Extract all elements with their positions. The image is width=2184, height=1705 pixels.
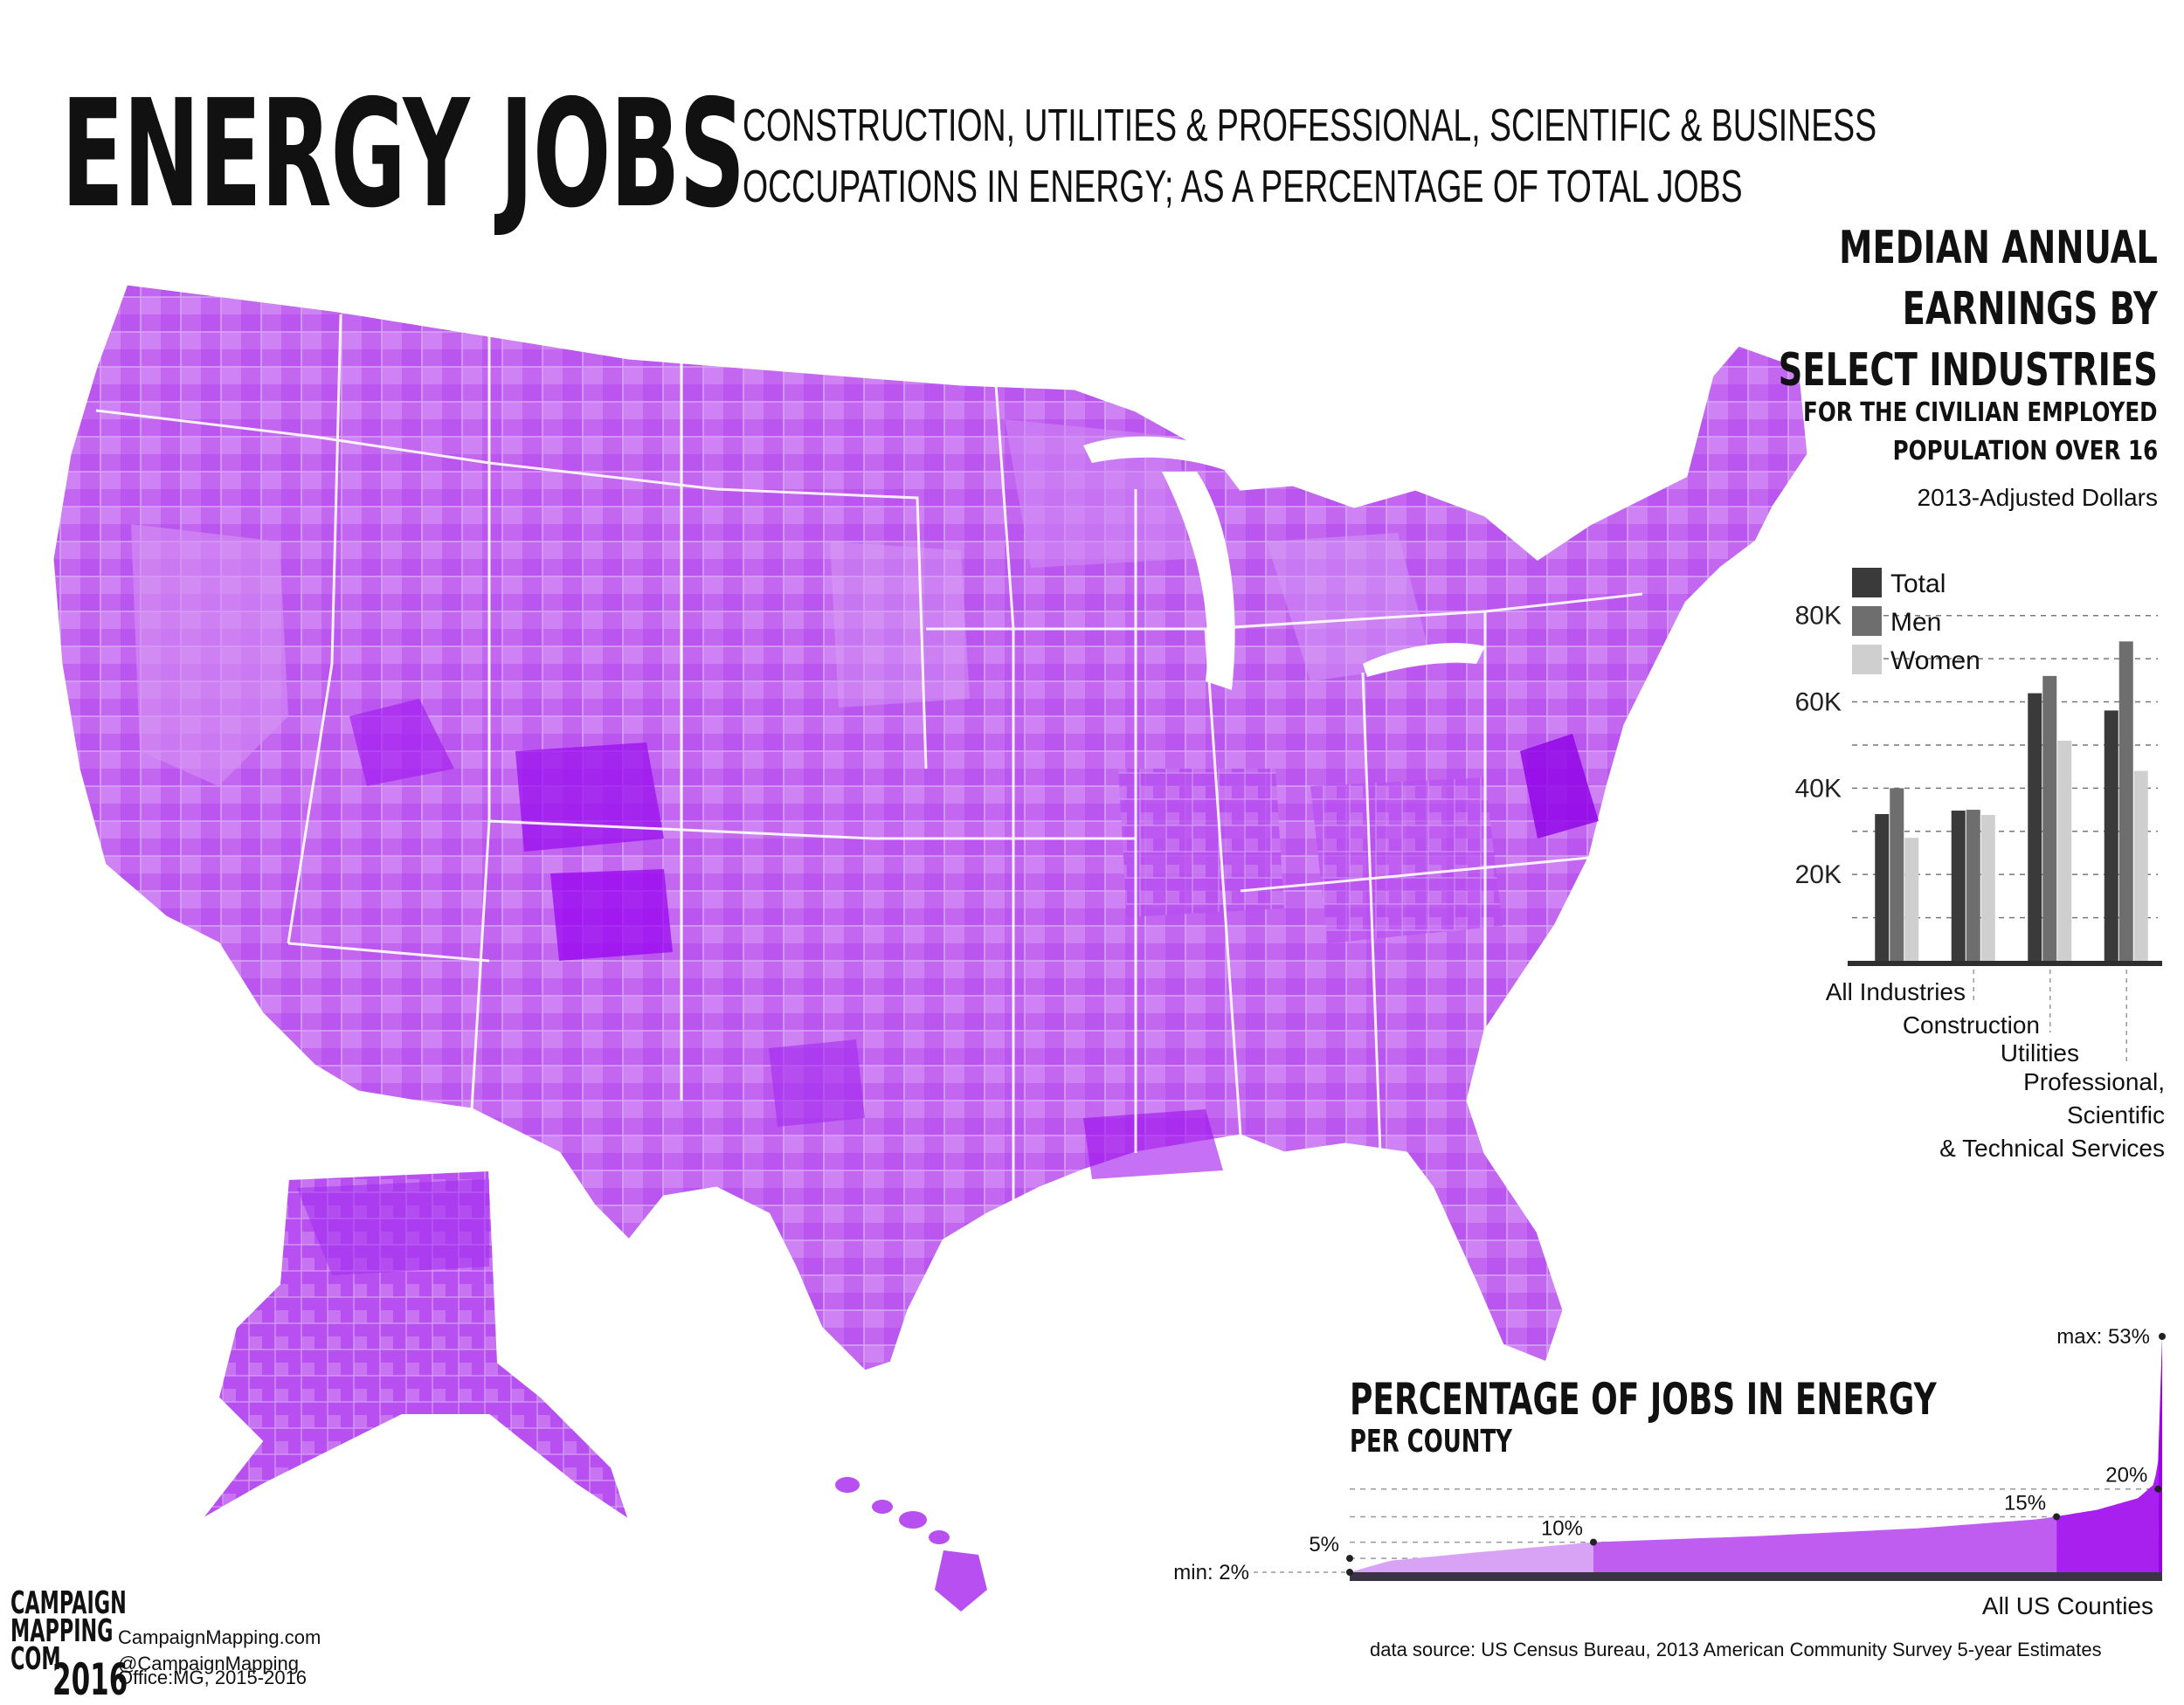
earnings-ytick-label: 20K	[1795, 860, 1842, 889]
earnings-bar-men	[1966, 810, 1980, 961]
earnings-ytick-label: 60K	[1795, 688, 1842, 717]
legend-swatch-total	[1852, 568, 1882, 597]
earnings-category-label: Scientific	[2067, 1101, 2165, 1129]
percentage-x-label: All US Counties	[1982, 1592, 2153, 1619]
earnings-category-label: Construction	[1903, 1011, 2040, 1039]
percentage-marker-label: 5%	[1309, 1533, 1339, 1557]
earnings-category-label: Utilities	[2001, 1039, 2079, 1066]
subtitle-line-2: OCCUPATIONS IN ENERGY; AS A PERCENTAGE O…	[743, 162, 1743, 212]
percentage-marker-dot	[2053, 1513, 2061, 1521]
logo-line-2: MAPPING	[10, 1613, 114, 1649]
credit-office: Office:MG, 2015-2016	[118, 1667, 308, 1688]
percentage-min-dot	[1346, 1569, 1353, 1576]
legend-label-women: Women	[1890, 646, 1980, 675]
page-title: ENERGY JOBS	[61, 68, 745, 241]
credit-twitter: @CampaignMapping	[118, 1653, 300, 1674]
earnings-bar-men	[2118, 641, 2133, 961]
percentage-max-label: max: 53%	[2056, 1325, 2150, 1349]
percentage-max-dot	[2159, 1333, 2166, 1340]
logo-line-1: CAMPAIGN	[10, 1585, 127, 1621]
percentage-area-chart: 5% 10% 15% 20% min: 2% max: 53% All US Countie…	[1173, 1325, 2166, 1619]
data-source: data source: US Census Bureau, 2013 Amer…	[1370, 1639, 2102, 1660]
legend-label-men: Men	[1890, 608, 1941, 637]
percentage-marker-label: 10%	[1541, 1517, 1583, 1541]
earnings-subtitle-line-1: FOR THE CIVILIAN EMPLOYED	[1803, 397, 2158, 428]
earnings-ytick-label: 80K	[1795, 602, 1842, 631]
earnings-bar-men	[1890, 788, 1904, 961]
earnings-baseline	[1848, 961, 2162, 966]
percentage-band	[1593, 1516, 2057, 1572]
earnings-bar-women	[1980, 814, 1995, 961]
percentage-band	[2158, 1336, 2162, 1572]
subtitle-line-1: CONSTRUCTION, UTILITIES & PROFESSIONAL, …	[743, 100, 1877, 151]
earnings-units-note: 2013-Adjusted Dollars	[1917, 484, 2159, 511]
percentage-chart-subtitle: PER COUNTY	[1350, 1424, 1512, 1460]
percentage-marker-label: 20%	[2105, 1464, 2147, 1488]
percentage-marker-dot	[1590, 1538, 1597, 1546]
percentage-baseline	[1350, 1572, 2162, 1581]
earnings-bar-chart: 20K 40K 60K 80K All Industries ConstructionUt…	[1795, 568, 2165, 1162]
legend-swatch-men	[1852, 606, 1882, 636]
percentage-marker-dot	[2154, 1485, 2162, 1493]
earnings-category-label: Professional,	[2023, 1068, 2165, 1095]
earnings-category-label: All Industries	[1826, 978, 1966, 1005]
legend-label-total: Total	[1890, 569, 1946, 598]
earnings-bar-total	[1875, 814, 1890, 961]
credit-website: CampaignMapping.com	[118, 1626, 321, 1648]
alaska-shape	[200, 1169, 631, 1522]
earnings-bar-total	[2028, 693, 2042, 961]
earnings-title-line-3: SELECT INDUSTRIES	[1778, 344, 2158, 397]
earnings-bar-total	[2104, 710, 2118, 961]
percentage-chart-title: PERCENTAGE OF JOBS IN ENERGY	[1350, 1374, 1937, 1425]
percentage-band	[2056, 1460, 2159, 1572]
earnings-bar-women	[2057, 741, 2072, 961]
earnings-bar-men	[2042, 675, 2057, 961]
logo-line-3: COM	[10, 1641, 61, 1677]
legend-swatch-women	[1852, 645, 1882, 674]
earnings-bar-women	[1904, 838, 1919, 961]
earnings-bar-women	[2133, 770, 2148, 961]
earnings-title-line-2: EARNINGS BY	[1902, 283, 2158, 335]
earnings-subtitle-line-2: POPULATION OVER 16	[1892, 436, 2158, 466]
percentage-min-label: min: 2%	[1173, 1561, 1249, 1584]
hawaii-shape	[835, 1477, 987, 1612]
earnings-category-label: & Technical Services	[1939, 1135, 2165, 1162]
percentage-marker-label: 15%	[2004, 1491, 2046, 1515]
earnings-ytick-label: 40K	[1795, 774, 1842, 803]
earnings-bar-total	[1951, 811, 1966, 961]
campaign-mapping-logo: CAMPAIGN MAPPING COM	[10, 1585, 127, 1677]
percentage-band	[1350, 1542, 1593, 1572]
logo-year: 2016	[52, 1654, 128, 1705]
percentage-marker-dot	[1346, 1555, 1353, 1563]
earnings-title-line-1: MEDIAN ANNUAL	[1839, 222, 2158, 274]
